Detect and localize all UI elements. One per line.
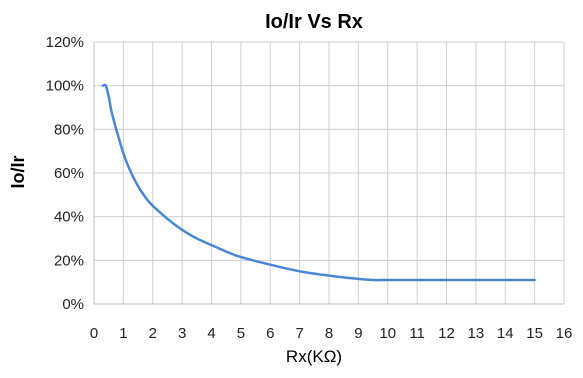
axes xyxy=(93,42,564,305)
y-axis-title: Io/Ir xyxy=(8,155,28,188)
x-tick-label: 1 xyxy=(119,325,127,342)
y-tick-label: 60% xyxy=(54,165,84,182)
x-tick-label: 5 xyxy=(237,325,245,342)
x-tick-label: 9 xyxy=(354,325,362,342)
series-line xyxy=(101,83,536,282)
x-tick-label: 14 xyxy=(497,325,514,342)
x-tick-label: 11 xyxy=(409,325,425,342)
y-tick-label: 0% xyxy=(62,296,84,313)
x-tick-label: 10 xyxy=(379,325,396,342)
x-tick-label: 3 xyxy=(178,325,186,342)
y-tick-label: 100% xyxy=(46,78,84,95)
x-tick-label: 7 xyxy=(295,325,303,342)
chart-title: Io/Ir Vs Rx xyxy=(265,11,363,33)
gridlines xyxy=(94,41,565,304)
x-tick-label: 8 xyxy=(325,325,333,342)
x-axis-title: Rx(KΩ) xyxy=(286,347,342,366)
x-tick-label: 16 xyxy=(556,325,573,342)
series-layer xyxy=(101,83,536,282)
y-tick-label: 80% xyxy=(54,121,84,138)
y-tick-label: 20% xyxy=(54,252,84,269)
x-tick-label: 13 xyxy=(468,325,485,342)
y-tick-labels: 0% 20% 40% 60% 80% 100% 120% xyxy=(46,34,84,313)
x-tick-labels: 0 1 2 3 4 5 6 7 8 9 10 11 12 13 14 15 16 xyxy=(90,325,573,342)
y-tick-label: 120% xyxy=(46,34,84,51)
x-tick-label: 2 xyxy=(149,325,157,342)
x-tick-label: 4 xyxy=(207,325,215,342)
y-tick-label: 40% xyxy=(54,209,84,226)
x-tick-label: 12 xyxy=(438,325,455,342)
x-tick-label: 15 xyxy=(526,325,543,342)
x-tick-label: 6 xyxy=(266,325,274,342)
x-tick-label: 0 xyxy=(90,325,98,342)
